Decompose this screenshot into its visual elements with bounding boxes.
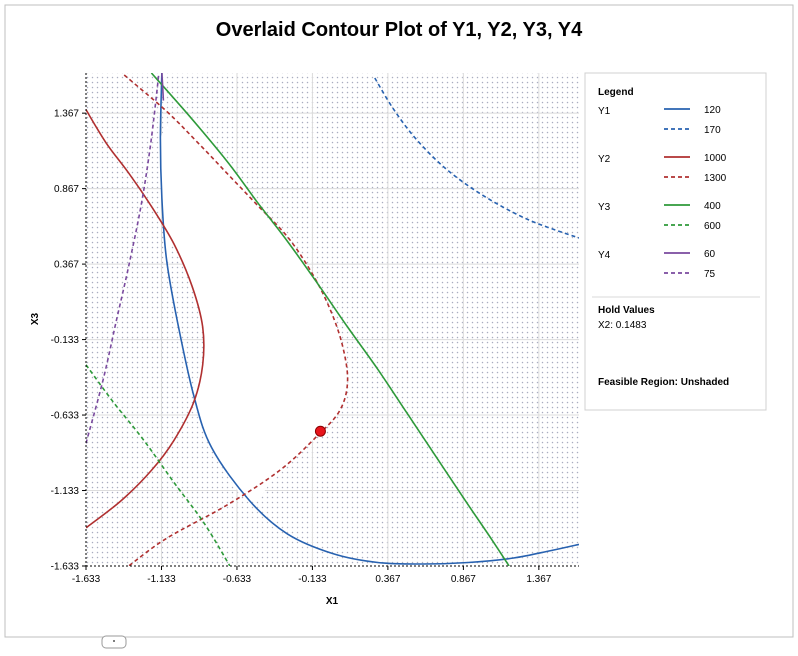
tick-labels: -1.633 -1.133 -0.633 -0.133 0.367 0.867 1.367 -…	[51, 109, 552, 585]
hold-values-title: Hold Values	[598, 305, 655, 316]
x-tick-label: -1.133	[147, 574, 176, 585]
scroll-corner	[101, 635, 127, 649]
hold-values-text: X2: 0.1483	[598, 320, 647, 331]
y-tick-label: -0.633	[51, 411, 80, 422]
legend-title: Legend	[598, 87, 634, 98]
contour-y3-600	[86, 364, 231, 566]
x-tick-label: -0.133	[298, 574, 327, 585]
x-tick-label: 0.867	[451, 574, 476, 585]
x-tick-label: 1.367	[526, 574, 551, 585]
legend-label-y1-170: 170	[704, 125, 721, 136]
plot-area: -1.633 -1.133 -0.633 -0.133 0.367 0.867 1.367 -…	[51, 73, 579, 585]
x-tick-label: -0.633	[223, 574, 252, 585]
legend-entries: Y1 120 170 Y2 1000 1300 Y3 400 600 Y4 60 75	[598, 105, 727, 280]
legend-label-y3-600: 600	[704, 221, 721, 232]
y-tick-label: -1.633	[51, 562, 80, 573]
contour-lines	[86, 73, 579, 566]
legend-group-y3: Y3	[598, 202, 611, 213]
y-tick-label: 0.867	[54, 184, 79, 195]
legend-label-y4-75: 75	[704, 269, 716, 280]
chart-title: Overlaid Contour Plot of Y1, Y2, Y3, Y4	[216, 19, 583, 41]
legend-label-y4-60: 60	[704, 249, 716, 260]
feasible-region-label: Feasible Region: Unshaded	[598, 377, 729, 388]
y-axis-label: X3	[30, 312, 41, 325]
contour-y1-170	[374, 77, 579, 239]
x-tick-label: 0.367	[375, 574, 400, 585]
y-tick-label: 1.367	[54, 109, 79, 120]
legend-label-y2-1000: 1000	[704, 153, 727, 164]
x-tick-label: -1.633	[72, 574, 101, 585]
legend-group-y1: Y1	[598, 106, 611, 117]
contour-y4-75	[86, 73, 160, 444]
optimum-marker[interactable]	[314, 425, 326, 437]
legend-group-y4: Y4	[598, 250, 611, 261]
legend-group-y2: Y2	[598, 154, 611, 165]
legend-box	[584, 72, 767, 411]
contour-y3-400	[150, 73, 510, 566]
contour-y2-1000	[86, 109, 205, 529]
y-tick-label: -0.133	[51, 335, 80, 346]
legend-label-y1-120: 120	[704, 105, 721, 116]
feasible-region	[158, 115, 348, 502]
y-tick-label: -1.133	[51, 486, 80, 497]
legend-label-y2-1300: 1300	[704, 173, 727, 184]
contour-y4-60	[161, 73, 165, 101]
legend-label-y3-400: 400	[704, 201, 721, 212]
contour-y2-1300	[123, 74, 349, 566]
y-tick-label: 0.367	[54, 260, 79, 271]
expand-handle-dot	[113, 640, 115, 642]
x-axis-label: X1	[326, 596, 339, 607]
